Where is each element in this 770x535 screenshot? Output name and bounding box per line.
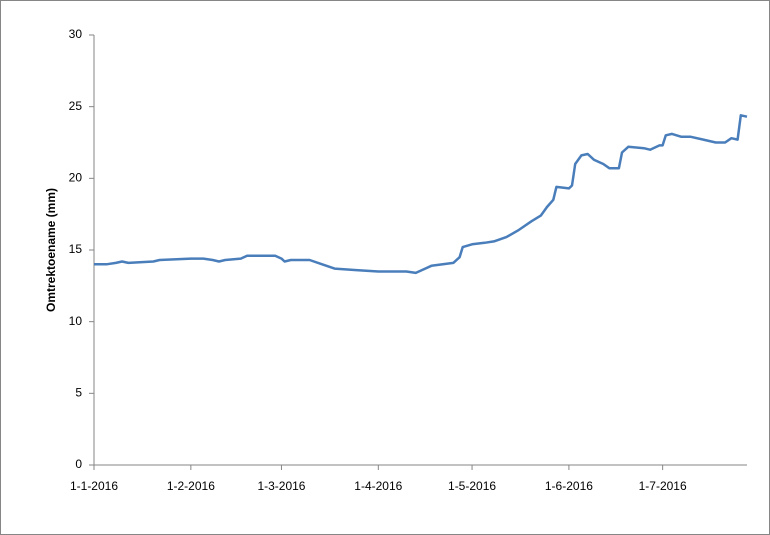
x-tick-label: 1-7-2016: [639, 479, 687, 493]
y-tick-label: 10: [69, 314, 83, 328]
x-tick-label: 1-2-2016: [167, 479, 215, 493]
y-tick-label: 20: [69, 171, 83, 185]
y-tick-label: 25: [69, 99, 83, 113]
x-tick-label: 1-3-2016: [257, 479, 305, 493]
x-tick-label: 1-4-2016: [354, 479, 402, 493]
y-tick-label: 0: [75, 457, 82, 471]
x-tick-label: 1-1-2016: [70, 479, 118, 493]
y-tick-label: 15: [69, 242, 83, 256]
y-tick-label: 30: [69, 27, 83, 41]
y-axis-label: Omtrektoename (mm): [44, 188, 58, 312]
x-tick-label: 1-6-2016: [545, 479, 593, 493]
x-tick-label: 1-5-2016: [448, 479, 496, 493]
y-tick-label: 5: [75, 386, 82, 400]
data-line: [94, 114, 748, 275]
